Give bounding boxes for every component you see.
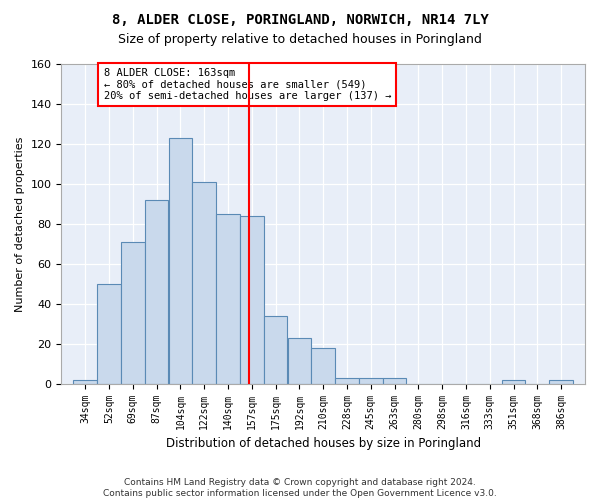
Bar <box>502 380 526 384</box>
Bar <box>169 138 192 384</box>
Bar <box>383 378 406 384</box>
Text: Contains HM Land Registry data © Crown copyright and database right 2024.
Contai: Contains HM Land Registry data © Crown c… <box>103 478 497 498</box>
Bar <box>287 338 311 384</box>
Bar <box>550 380 573 384</box>
Bar <box>335 378 359 384</box>
Bar <box>264 316 287 384</box>
Y-axis label: Number of detached properties: Number of detached properties <box>15 136 25 312</box>
Bar <box>193 182 216 384</box>
Bar <box>73 380 97 384</box>
Bar <box>359 378 383 384</box>
X-axis label: Distribution of detached houses by size in Poringland: Distribution of detached houses by size … <box>166 437 481 450</box>
Bar <box>240 216 263 384</box>
Bar <box>145 200 169 384</box>
Bar <box>216 214 240 384</box>
Bar <box>97 284 121 384</box>
Bar <box>121 242 145 384</box>
Text: 8 ALDER CLOSE: 163sqm
← 80% of detached houses are smaller (549)
20% of semi-det: 8 ALDER CLOSE: 163sqm ← 80% of detached … <box>104 68 391 101</box>
Bar <box>311 348 335 384</box>
Text: Size of property relative to detached houses in Poringland: Size of property relative to detached ho… <box>118 32 482 46</box>
Text: 8, ALDER CLOSE, PORINGLAND, NORWICH, NR14 7LY: 8, ALDER CLOSE, PORINGLAND, NORWICH, NR1… <box>112 12 488 26</box>
